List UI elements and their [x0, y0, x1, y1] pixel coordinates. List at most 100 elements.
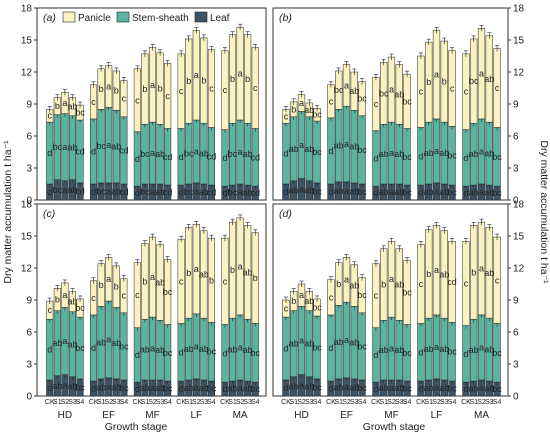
significance-letter: c — [135, 95, 140, 105]
x-tick-label-treatment: CK — [45, 399, 55, 406]
significance-letter: bc — [250, 348, 260, 358]
significance-letter: ab — [199, 269, 209, 279]
significance-letter: d — [373, 188, 378, 198]
significance-letter: a — [238, 69, 243, 79]
significance-letter: cd — [119, 145, 129, 155]
significance-letter: a — [194, 186, 199, 196]
significance-letter: a — [434, 70, 439, 80]
y-tick-label: 18 — [513, 200, 525, 211]
significance-letter: d — [179, 384, 184, 394]
y-tick-label: 6 — [26, 328, 32, 339]
significance-letter: bc — [492, 384, 502, 394]
significance-letter: a — [434, 382, 439, 392]
x-tick-label-treatment: S2 — [387, 399, 396, 406]
significance-letter: cd — [250, 188, 260, 198]
significance-letter: ab — [304, 185, 314, 195]
significance-letter: c — [135, 290, 140, 300]
x-tick-label-treatment: S4 — [313, 399, 322, 406]
x-tick-label-treatment: S4 — [358, 399, 367, 406]
y-tick-label: 12 — [513, 264, 525, 275]
x-tick-label-treatment: S4 — [251, 399, 260, 406]
significance-letter: ab — [469, 149, 479, 159]
legend-swatch-leaf — [194, 11, 208, 23]
significance-letter: ab — [424, 187, 434, 197]
y-tick-label: 9 — [513, 100, 519, 111]
significance-letter: bc — [402, 188, 412, 198]
significance-letter: c — [122, 291, 127, 301]
significance-letter: c — [464, 278, 469, 288]
x-tick-label-treatment: S3 — [243, 399, 252, 406]
significance-letter: bc — [334, 85, 344, 95]
significance-letter: a — [150, 344, 155, 354]
panel-0: 0369121518(a)ddcbcbcbaaaabababcdcdbcddcb… — [21, 4, 267, 207]
significance-letter: a — [150, 187, 155, 197]
significance-letter: a — [194, 382, 199, 392]
significance-letter: ab — [111, 142, 121, 152]
significance-letter: b — [230, 265, 235, 275]
significance-letter: c — [374, 99, 379, 109]
significance-letter: cd — [75, 186, 85, 196]
significance-letter: d — [283, 149, 288, 159]
significance-letter: a — [344, 139, 349, 149]
x-tick-label-treatment: CK — [416, 399, 426, 406]
significance-letter: a — [434, 342, 439, 352]
legend: Panicle Stem-sheath Leaf — [62, 11, 230, 24]
significance-letter: ab — [67, 185, 77, 195]
y-tick-label: 0 — [26, 196, 32, 207]
x-tick-label-treatment: S1 — [469, 399, 478, 406]
significance-letter: bc — [75, 343, 85, 353]
significance-letter: d — [179, 152, 184, 162]
x-tick-label-treatment: S3 — [112, 399, 121, 406]
significance-letter: cd — [163, 152, 173, 162]
significance-letter: bc — [492, 188, 502, 198]
significance-letter: d — [328, 146, 333, 156]
significance-letter: ab — [52, 381, 62, 391]
significance-letter: ab — [243, 149, 253, 159]
significance-letter: a — [150, 383, 155, 393]
significance-letter: ab — [379, 345, 389, 355]
significance-letter: ab — [334, 186, 344, 196]
significance-letter: bc — [228, 149, 238, 159]
x-tick-label-treatment: S3 — [156, 399, 165, 406]
significance-letter: bc — [447, 151, 457, 161]
significance-letter: d — [135, 384, 140, 394]
significance-letter: cd — [207, 151, 217, 161]
significance-letter: a — [150, 80, 155, 90]
y-tick-label: 0 — [513, 392, 519, 403]
significance-letter: ab — [304, 144, 314, 154]
significance-letter: cd — [250, 152, 260, 162]
significance-letter: a — [194, 341, 199, 351]
significance-letter: a — [150, 272, 155, 282]
significance-letter: ab — [289, 381, 299, 391]
significance-letter: ab — [67, 143, 77, 153]
significance-letter: d — [47, 148, 52, 158]
significance-letter: ab — [243, 188, 253, 198]
significance-letter: a — [479, 383, 484, 393]
significance-letter: bc — [163, 287, 173, 297]
significance-letter: a — [389, 344, 394, 354]
y-tick-label: 15 — [21, 36, 33, 47]
significance-letter: b — [158, 84, 163, 94]
significance-letter: c — [223, 85, 228, 95]
x-axis-label-right: Growth stage — [363, 421, 426, 433]
significance-letter: cd — [207, 188, 217, 198]
significance-letter: a — [299, 380, 304, 390]
x-tick-label-treatment: S4 — [403, 399, 412, 406]
significance-letter: bc — [184, 187, 194, 197]
significance-letter: a — [62, 290, 67, 300]
panel-3: 0369121518(d)ddcCKababbS1aaaS2abababS3bc… — [272, 200, 525, 421]
y-axis-label-right: Dry matter accumulation t ha⁻¹ — [538, 140, 550, 284]
legend-label-panicle: Panicle — [78, 13, 111, 24]
x-tick-label-treatment: CK — [176, 399, 186, 406]
x-tick-label-treatment: S1 — [184, 399, 193, 406]
significance-letter: b — [142, 84, 147, 94]
x-tick-label-treatment: S3 — [350, 399, 359, 406]
significance-letter: a — [344, 80, 349, 90]
significance-letter: b — [142, 276, 147, 286]
significance-letter: ab — [439, 344, 449, 354]
y-axis-label-left: Dry matter accumulation t ha⁻¹ — [2, 140, 14, 284]
significance-letter: c — [48, 305, 53, 315]
significance-letter: bc — [447, 384, 457, 394]
y-tick-label: 15 — [513, 36, 525, 47]
